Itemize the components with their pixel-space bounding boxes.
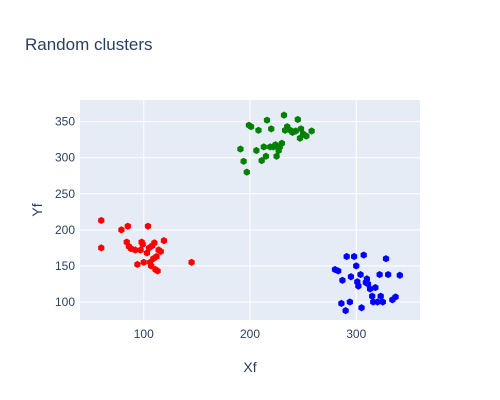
point-s1-2 <box>243 168 250 176</box>
point-s1-8 <box>260 143 267 151</box>
point-s0-19 <box>151 239 158 247</box>
x-tick-label-0: 100 <box>134 327 154 341</box>
point-s2-25 <box>385 270 392 279</box>
point-s1-12 <box>268 125 275 133</box>
point-s2-24 <box>382 255 390 263</box>
chart-title: Random clusters <box>25 35 153 54</box>
point-s2-8 <box>353 262 360 270</box>
y-tick-label-5: 350 <box>55 115 75 129</box>
point-s2-11 <box>357 270 364 279</box>
point-s1-19 <box>280 111 288 119</box>
point-s0-21 <box>153 252 160 261</box>
point-s0-11 <box>140 258 147 266</box>
point-s0-9 <box>137 246 144 254</box>
point-s0-26 <box>160 237 168 245</box>
point-s2-1 <box>335 267 342 275</box>
y-tick-label-3: 250 <box>55 187 75 201</box>
point-s0-13 <box>144 222 152 230</box>
point-s2-7 <box>351 252 358 261</box>
point-s2-10 <box>355 282 362 290</box>
point-s2-21 <box>376 270 383 279</box>
point-s2-27 <box>392 293 399 301</box>
point-s2-6 <box>347 273 355 281</box>
point-s2-23 <box>379 298 386 306</box>
x-axis-ticks: 100 200 300 <box>134 327 367 341</box>
point-s0-3 <box>124 222 131 230</box>
x-tick-label-2: 300 <box>346 327 366 341</box>
point-s1-1 <box>240 157 247 165</box>
data-points <box>98 111 403 315</box>
point-s2-4 <box>342 307 349 315</box>
point-s0-8 <box>134 260 141 269</box>
point-s1-0 <box>237 145 244 153</box>
point-s0-25 <box>157 247 164 256</box>
point-s2-13 <box>360 251 367 259</box>
point-s0-0 <box>98 216 105 225</box>
point-s2-28 <box>396 271 403 279</box>
point-s2-19 <box>372 283 379 292</box>
point-s2-30 <box>363 275 370 283</box>
point-s1-23 <box>292 127 299 135</box>
point-s0-23 <box>154 267 161 275</box>
point-s1-9 <box>262 152 270 160</box>
point-s0-27 <box>188 258 195 266</box>
point-s1-10 <box>263 116 271 124</box>
x-axis-title: Xf <box>243 359 256 375</box>
point-s2-2 <box>338 299 345 308</box>
y-tick-label-2: 200 <box>55 223 75 237</box>
point-s1-24 <box>294 115 301 124</box>
point-s2-3 <box>339 276 346 284</box>
y-axis-ticks: 100 150 200 250 300 350 <box>55 115 75 309</box>
point-s2-5 <box>343 252 350 261</box>
point-s1-15 <box>273 152 280 160</box>
point-s1-18 <box>278 139 285 147</box>
point-s2-29 <box>346 298 353 306</box>
point-s2-17 <box>369 292 376 300</box>
point-s1-7 <box>258 156 265 165</box>
point-s1-27 <box>303 132 310 140</box>
point-s0-2 <box>118 226 125 234</box>
point-s0-1 <box>98 244 105 252</box>
point-s0-7 <box>132 246 139 254</box>
point-s1-30 <box>281 126 289 134</box>
point-s1-29 <box>297 125 305 133</box>
point-s0-12 <box>138 238 145 246</box>
x-tick-label-1: 200 <box>240 327 260 341</box>
point-s1-6 <box>255 126 262 134</box>
point-s2-22 <box>377 292 384 300</box>
point-s2-16 <box>366 285 374 293</box>
point-s1-5 <box>253 146 260 155</box>
point-s2-20 <box>374 298 381 306</box>
y-tick-label-1: 150 <box>55 259 75 273</box>
y-tick-label-0: 100 <box>55 295 75 309</box>
point-s1-4 <box>247 123 255 131</box>
point-s1-28 <box>308 127 315 135</box>
y-tick-label-4: 300 <box>55 151 75 165</box>
y-axis-title: Yf <box>29 203 45 216</box>
point-s2-12 <box>358 304 365 312</box>
